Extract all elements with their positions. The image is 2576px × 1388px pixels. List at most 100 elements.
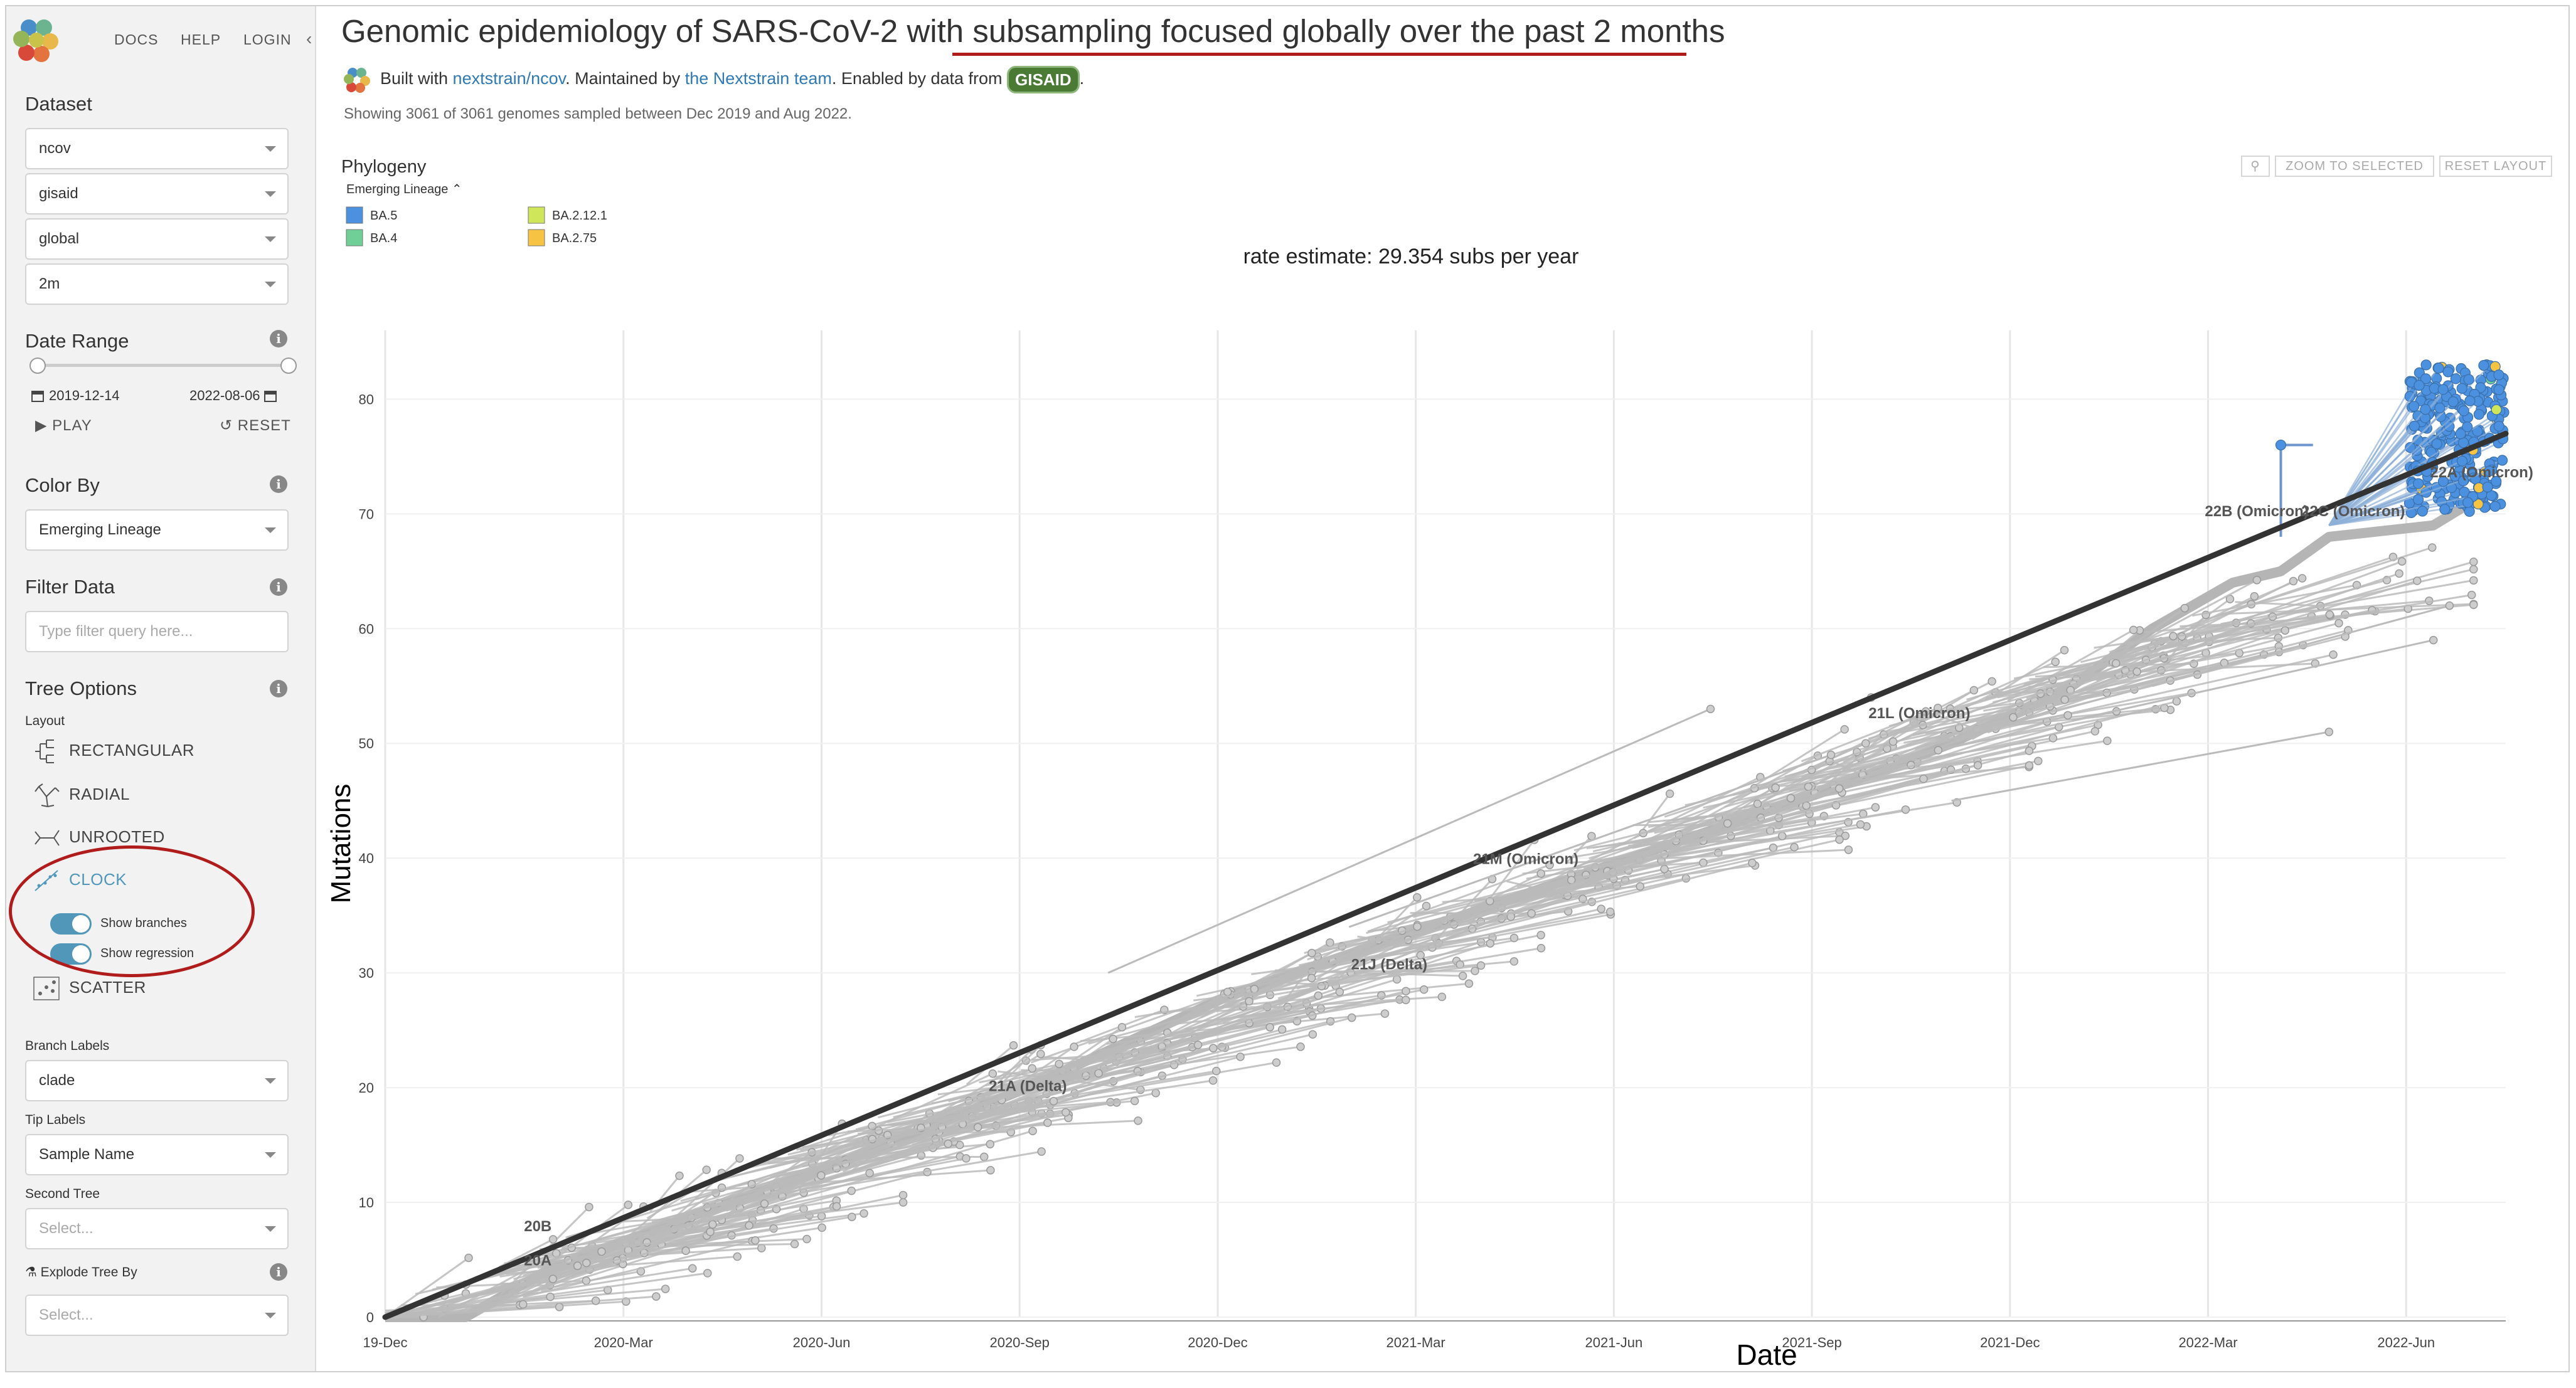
reset-date-button[interactable]: ↺ RESET [220, 416, 291, 435]
date-slider-start-handle[interactable] [29, 358, 46, 374]
tip-labels-select[interactable]: Sample Name [25, 1134, 289, 1175]
login-link[interactable]: LOGIN [243, 31, 292, 48]
tip [1416, 951, 1425, 960]
tip [1919, 775, 1928, 783]
tip [1134, 1116, 1142, 1125]
x-tick-label: 2021-Dec [1980, 1335, 2040, 1350]
legend-label: BA.2.12.1 [552, 209, 607, 223]
tip [1856, 820, 1865, 829]
explode-tree-select[interactable]: Select... [25, 1295, 289, 1336]
info-icon[interactable]: i [270, 578, 287, 596]
reset-layout-button[interactable]: RESET LAYOUT [2439, 156, 2552, 177]
color-by-value: Emerging Lineage [39, 521, 161, 538]
tip [548, 1235, 558, 1244]
nextstrain-small-logo-icon [344, 68, 370, 93]
tip [1094, 1069, 1103, 1078]
branch [893, 1044, 1198, 1118]
color-by-select[interactable]: Emerging Lineage [25, 509, 289, 551]
layout-unrooted[interactable]: UNROOTED [33, 825, 165, 850]
layout-scatter[interactable]: SCATTER [33, 976, 146, 1001]
docs-link[interactable]: DOCS [114, 31, 159, 48]
info-icon[interactable]: i [270, 1263, 287, 1281]
tip [1973, 761, 1983, 770]
tip [582, 1276, 591, 1285]
x-tick-label: 19-Dec [363, 1335, 408, 1350]
tip [2060, 695, 2069, 704]
layout-rectangular[interactable]: RECTANGULAR [33, 739, 194, 764]
clock-chart[interactable]: 19-Dec 2020-Mar 2020-Jun 2020-Sep 2020-Dec 20… [316, 182, 2568, 1367]
tip-omicron [2473, 409, 2484, 420]
tip [979, 1152, 989, 1162]
branch-omicron [2328, 401, 2454, 526]
tip [1861, 739, 1870, 748]
branch [2152, 605, 2450, 687]
branch [2080, 622, 2237, 664]
branch [2045, 657, 2164, 689]
tip [2048, 734, 2058, 743]
x-tick-label: 2021-Sep [1782, 1335, 1841, 1350]
legend-label: BA.4 [370, 231, 397, 245]
tip [847, 1186, 856, 1195]
zoom-to-selected-button[interactable]: ZOOM TO SELECTED [2275, 156, 2434, 177]
date-slider-end-handle[interactable] [280, 358, 297, 374]
x-tick-label: 2022-Mar [2178, 1335, 2237, 1350]
branch [1852, 714, 2068, 787]
play-label: PLAY [52, 417, 92, 434]
layout-radial[interactable]: RADIAL [33, 783, 130, 808]
filter-input[interactable]: Type filter query here... [25, 611, 289, 652]
date-end: 2022-08-06 [189, 388, 282, 404]
branch [1348, 754, 1832, 928]
branch-labels-select[interactable]: clade [25, 1060, 289, 1101]
info-icon[interactable]: i [270, 475, 287, 493]
genome-count-text: Showing 3061 of 3061 genomes sampled bet… [344, 105, 852, 122]
tip-omicron [2456, 455, 2468, 467]
branch [1425, 908, 1602, 950]
tip [1209, 1044, 1218, 1052]
annotation-underline [952, 53, 1686, 56]
tip-omicron [2464, 506, 2475, 517]
play-button[interactable]: ▶ PLAY [35, 416, 92, 435]
tip-omicron [2408, 401, 2420, 412]
search-button[interactable]: ⚲ [2241, 156, 2270, 177]
branch [2041, 662, 2225, 701]
tip-omicron [2434, 402, 2446, 414]
gisaid-logo[interactable]: GISAID [1007, 66, 1080, 93]
tip [2111, 659, 2121, 668]
tip-omicron [2442, 366, 2454, 378]
info-icon[interactable]: i [270, 680, 287, 697]
dataset-select-1[interactable]: ncov [25, 128, 289, 169]
collapse-sidebar-icon[interactable]: ‹ [306, 29, 312, 48]
tip-omicron [2417, 506, 2428, 517]
tip-omicron [2489, 501, 2501, 512]
nextstrain-logo-icon[interactable] [11, 15, 61, 65]
ncov-link[interactable]: nextstrain/ncov [452, 69, 566, 88]
tip [2324, 728, 2334, 736]
tip [973, 1123, 982, 1132]
tip [1834, 784, 1844, 793]
second-tree-select[interactable]: Select... [25, 1208, 289, 1249]
tip [1786, 793, 1796, 803]
tip [2129, 625, 2138, 635]
tip [848, 1212, 856, 1221]
y-tick-label: 30 [359, 965, 374, 981]
clade-label: 20B [524, 1218, 551, 1235]
branch [1252, 900, 1491, 997]
info-icon[interactable]: i [270, 330, 287, 347]
dataset-select-3[interactable]: global [25, 218, 289, 260]
branch [1374, 862, 1753, 959]
tip-omicron [2437, 384, 2449, 395]
date-slider-track[interactable] [38, 364, 289, 367]
branch [508, 1234, 707, 1265]
tip-omicron [2458, 405, 2469, 416]
tip-omicron [2491, 404, 2502, 415]
tip [2289, 576, 2298, 586]
dataset-select-2-value: gisaid [39, 185, 78, 202]
branch [385, 1303, 523, 1318]
byline-enabled: . Enabled by data from [831, 69, 1008, 88]
tip [1212, 1066, 1221, 1076]
team-link[interactable]: the Nextstrain team [684, 69, 832, 88]
dataset-select-4[interactable]: 2m [25, 263, 289, 305]
dataset-select-2[interactable]: gisaid [25, 173, 289, 215]
x-tick-label: 2020-Mar [594, 1335, 653, 1350]
help-link[interactable]: HELP [181, 31, 221, 48]
